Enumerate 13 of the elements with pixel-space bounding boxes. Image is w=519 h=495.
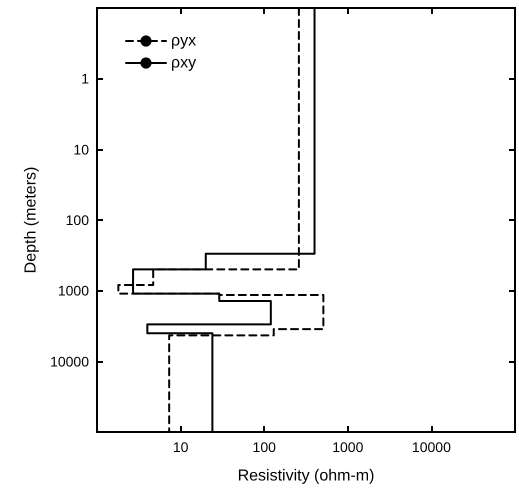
y-tick-label: 1	[81, 70, 90, 87]
y-tick-label: 10000	[50, 353, 90, 370]
x-axis-title: Resistivity (ohm-m)	[238, 468, 374, 484]
y-axis-title: Depth (meters)	[22, 166, 40, 274]
x-tick-label: 100	[252, 439, 276, 455]
legend-label: ρyx	[171, 32, 196, 50]
legend-label: ρxy	[171, 54, 196, 72]
y-tick-label: 100	[66, 212, 90, 228]
x-tick-label: 1000	[332, 439, 364, 455]
y-tick-label: 1000	[58, 282, 90, 299]
y-tick-label: 10	[73, 141, 90, 158]
x-tick-label: 10	[172, 439, 189, 455]
x-tick-label: 10000	[412, 439, 452, 455]
